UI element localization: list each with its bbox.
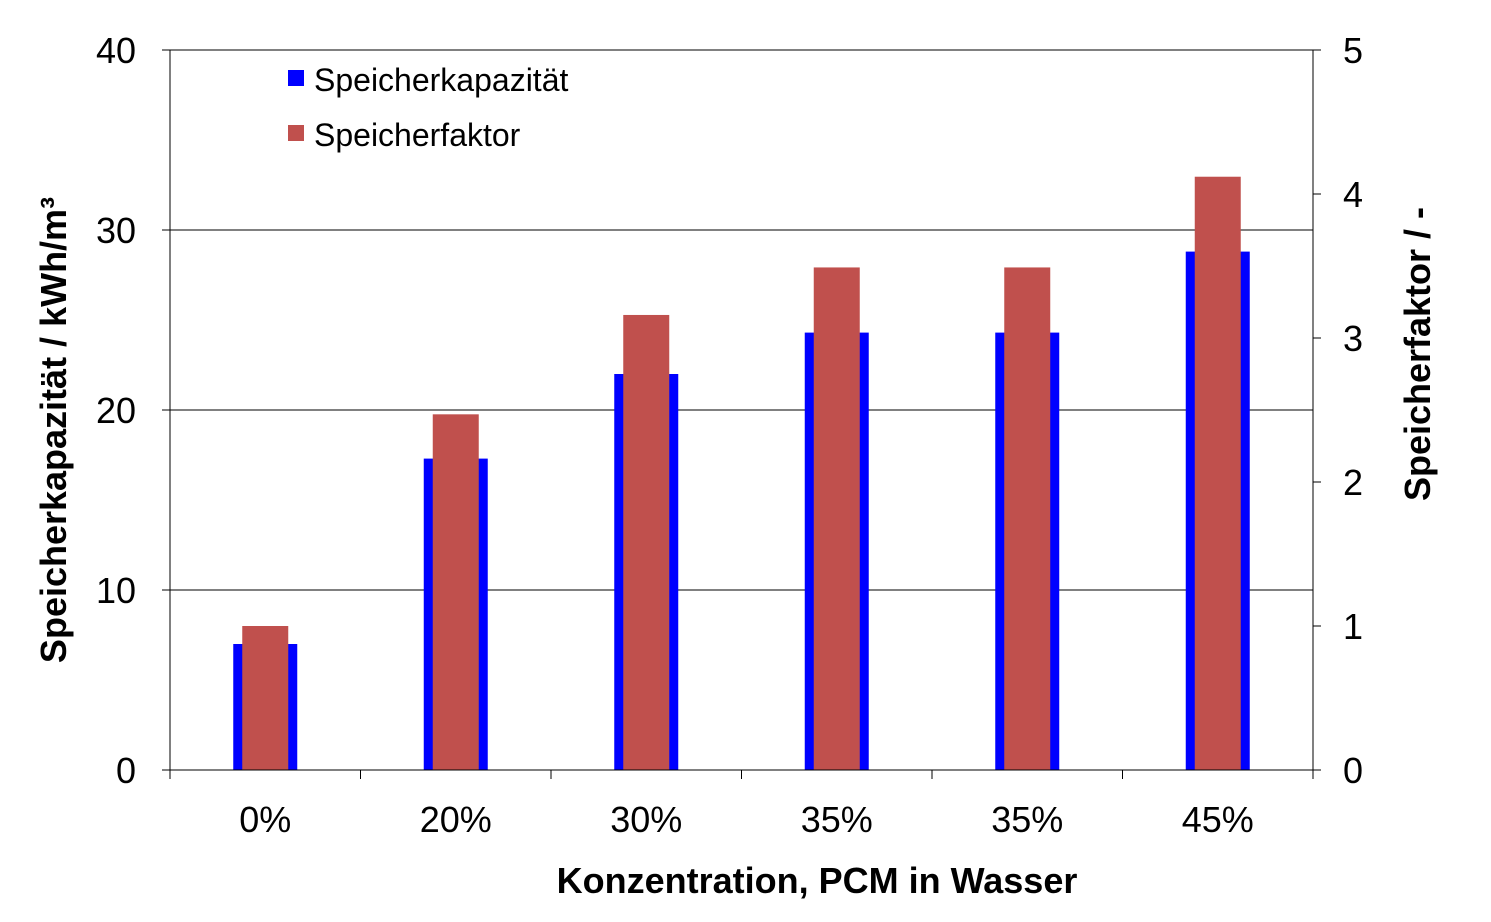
bar-speicherfaktor	[623, 314, 670, 770]
legend-label-speicherfaktor: Speicherfaktor	[314, 117, 521, 153]
y2-tick-label: 5	[1343, 30, 1363, 71]
x-tick-label: 30%	[610, 799, 682, 840]
y2-tick-label: 0	[1343, 750, 1363, 791]
bar-speicherfaktor	[432, 414, 479, 770]
legend-swatch-speicherkapazitaet	[288, 70, 304, 86]
x-tick-label: 20%	[420, 799, 492, 840]
bar-speicherfaktor	[813, 267, 860, 770]
y2-axis-title: Speicherfaktor / -	[1397, 207, 1438, 501]
y-axis-title: Speicherkapazität / kWh/m³	[33, 197, 74, 663]
y2-tick-label: 3	[1343, 318, 1363, 359]
legend: Speicherkapazität Speicherfaktor	[288, 62, 568, 153]
y-tick-label: 0	[116, 750, 136, 791]
bar-speicherfaktor	[1194, 176, 1241, 771]
y-tick-label: 40	[96, 30, 136, 71]
bar-speicherfaktor	[1004, 267, 1051, 770]
y2-tick-label: 1	[1343, 606, 1363, 647]
x-tick-label: 35%	[801, 799, 873, 840]
bar-speicherfaktor	[242, 626, 289, 770]
x-axis-title: Konzentration, PCM in Wasser	[557, 860, 1078, 901]
y-tick-label: 30	[96, 210, 136, 251]
legend-label-speicherkapazitaet: Speicherkapazität	[314, 62, 568, 98]
x-tick-label: 45%	[1182, 799, 1254, 840]
axes	[162, 49, 1321, 779]
y2-tick-label: 4	[1343, 174, 1363, 215]
tick-labels: 0 10 20 30 40 0 1 2 3 4 5 0% 20% 30% 35% 35% 45%	[96, 30, 1363, 840]
y2-tick-label: 2	[1343, 462, 1363, 503]
y-tick-label: 10	[96, 570, 136, 611]
x-tick-label: 35%	[991, 799, 1063, 840]
x-tick-label: 0%	[239, 799, 291, 840]
legend-swatch-speicherfaktor	[288, 125, 304, 141]
y-tick-label: 20	[96, 390, 136, 431]
bars	[233, 176, 1250, 771]
gridlines	[170, 49, 1313, 591]
